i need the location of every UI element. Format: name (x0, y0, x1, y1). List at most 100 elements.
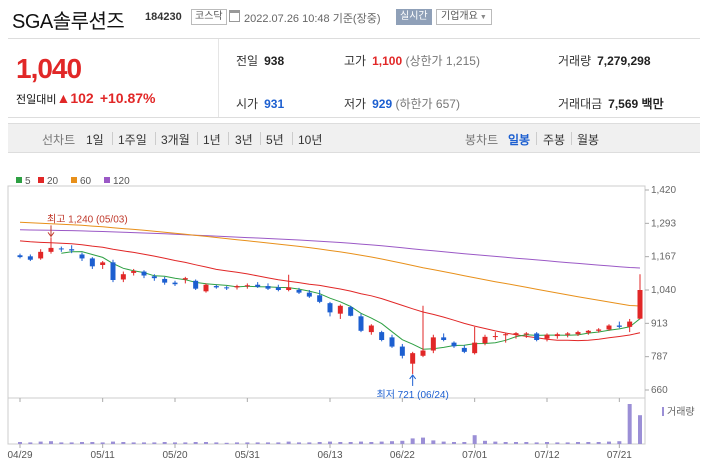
y-tick-label: 1,293 (651, 218, 676, 229)
volume-bar (638, 415, 642, 444)
high-arrowhead (47, 232, 55, 238)
open-label: 시가 (236, 97, 259, 111)
x-tick-label: 05/31 (235, 450, 260, 461)
volume-bar (18, 442, 22, 444)
volume-bar (49, 441, 53, 444)
tab-1w[interactable]: 1주일 (118, 133, 147, 147)
as-of-time: 2022.07.26 10:48 기준(장중) (244, 13, 381, 25)
candle-body (596, 329, 602, 331)
legend-ma60: 60 (71, 176, 91, 187)
high-annotation: 최고 1,240 (05/03) (47, 213, 128, 225)
candle-body (110, 262, 116, 280)
candle-body (399, 346, 405, 356)
candle-body (38, 251, 44, 259)
volume-bar (38, 441, 43, 444)
legend-ma120-label: 120 (113, 176, 130, 187)
candle-chart-label: 봉차트 (465, 133, 499, 147)
volume-bar (255, 442, 260, 444)
volume-bar (152, 442, 157, 444)
volume-bar (596, 442, 601, 444)
x-tick-label: 07/21 (607, 450, 632, 461)
tab-monthly[interactable]: 월봉 (577, 133, 600, 147)
volume-bar (534, 442, 539, 444)
divider (260, 132, 261, 145)
volume-bar (307, 442, 312, 444)
candle-body (286, 287, 292, 290)
tab-1y[interactable]: 1년 (203, 133, 221, 147)
volume-bar (462, 442, 467, 444)
tab-3m[interactable]: 3개월 (161, 133, 190, 147)
candle-body (58, 248, 64, 250)
volume-bar (431, 440, 436, 444)
volume-bar (162, 442, 167, 444)
volume-bar (483, 440, 487, 444)
prev-close-value: 938 (264, 54, 285, 68)
candle-body (172, 282, 178, 285)
volume-bar (297, 442, 301, 444)
divider (228, 132, 229, 145)
divider (197, 132, 198, 145)
tab-5y[interactable]: 5년 (266, 133, 284, 147)
volume-bar (359, 441, 363, 444)
volume-bar (348, 442, 353, 444)
up-triangle-icon: ▲ (56, 90, 71, 106)
candle-body (317, 295, 323, 302)
volume-bar (235, 442, 239, 444)
candle-body (162, 278, 168, 283)
legend-swatch (16, 177, 22, 183)
x-tick-label: 06/13 (317, 450, 342, 461)
low-value: 929 (372, 97, 393, 111)
candle-body (472, 342, 478, 354)
y-tick-label: 1,420 (651, 185, 676, 196)
tab-daily[interactable]: 일봉 (508, 133, 531, 147)
legend-ma20: 20 (38, 176, 58, 187)
calendar-icon (229, 10, 240, 22)
candle-body (544, 334, 550, 339)
legend-ma60-label: 60 (80, 176, 92, 187)
tab-weekly[interactable]: 주봉 (543, 133, 566, 147)
volume-value: 7,279,298 (597, 54, 651, 68)
candle-body (265, 286, 271, 289)
volume-bar (100, 442, 105, 444)
volume-label: 거래량 (558, 54, 592, 68)
legend-swatch (104, 177, 110, 183)
tab-1d[interactable]: 1일 (86, 133, 104, 147)
company-overview-dropdown[interactable]: 기업개요 ▼ (436, 9, 492, 25)
high-value: 1,100 (372, 54, 403, 68)
volume-bar (627, 404, 632, 444)
lower-limit: (하한가 657) (395, 97, 460, 111)
divider (218, 39, 219, 117)
volume-bar (586, 442, 591, 444)
volume-bar (379, 441, 384, 444)
volume-bar (328, 441, 332, 444)
volume-bar (400, 440, 405, 444)
price-chart[interactable]: 1,420 1,293 1,167 1,040 913 787 660 04/29 05/11 0… (0, 158, 705, 467)
legend-swatch (71, 177, 77, 183)
candle-body (182, 278, 188, 280)
tab-3y[interactable]: 3년 (235, 133, 253, 147)
volume-bar (607, 441, 611, 444)
x-tick-label: 07/12 (534, 450, 559, 461)
candle-body (534, 333, 540, 340)
candle-body (410, 353, 416, 364)
candle-body (79, 254, 85, 259)
divider (536, 132, 537, 145)
candle-body (327, 303, 333, 313)
volume-bar (266, 442, 270, 444)
low-annotation: 최저 721 (06/24) (377, 389, 449, 401)
change-value: 102 (70, 90, 94, 106)
candle-body (389, 337, 395, 347)
candle-body (244, 285, 250, 287)
candle-body (131, 271, 137, 273)
realtime-button[interactable]: 실시간 (396, 9, 432, 25)
volume-bar (214, 442, 219, 444)
trade-amount: 거래대금 7,569 백만 (558, 95, 664, 112)
candle-body (523, 333, 529, 335)
candle-body (255, 284, 261, 287)
low-price: 저가 929 (하한가 657) (344, 95, 460, 112)
stock-code: 184230 (145, 11, 182, 23)
volume-bar (503, 442, 508, 444)
tab-10y[interactable]: 10년 (298, 133, 323, 147)
divider (571, 132, 572, 145)
open-value: 931 (264, 97, 285, 111)
